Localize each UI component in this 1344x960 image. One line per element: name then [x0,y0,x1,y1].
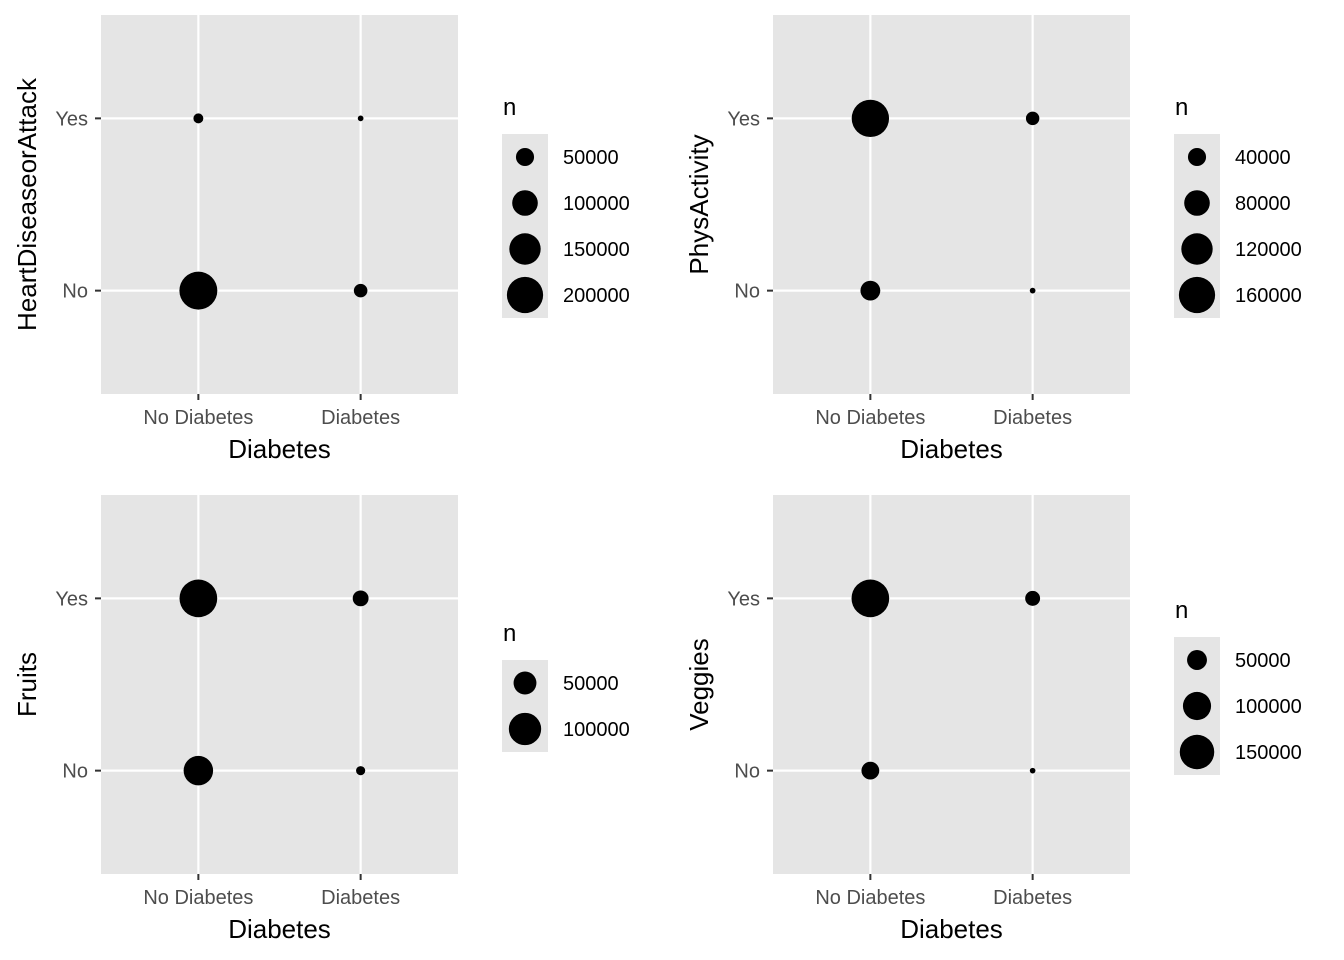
data-point [851,99,890,138]
y-axis-title: HeartDiseaseorAttack [12,77,42,331]
legend-key-point [1187,147,1207,167]
y-axis-title: Fruits [12,652,42,717]
y-tick-label: Yes [727,588,760,610]
plot-panel-background [101,495,458,874]
legend-label: 40000 [1235,147,1291,169]
y-tick-label: Yes [55,588,88,610]
data-point [851,579,890,618]
legend-label: 100000 [563,193,630,215]
x-tick-label: No Diabetes [815,407,925,429]
data-point [860,280,881,301]
chart-panel-4: No Diabetes Diabetes No Yes Diabetes Veggies n… [684,495,1302,944]
y-tick-label: No [734,761,760,783]
data-point [352,590,369,607]
x-tick-label: Diabetes [993,407,1072,429]
data-point [1025,111,1040,126]
legend-key-point [1182,691,1212,721]
size-legend: n 50000 100000 150000 [1174,597,1302,775]
plot-panel-background [773,495,1130,874]
plot-panel-background [773,15,1130,394]
legend-label: 150000 [563,239,630,261]
x-tick-label: Diabetes [321,887,400,909]
chart-panel-3: No Diabetes Diabetes No Yes Diabetes Fruits n 5… [12,495,630,944]
y-tick-label: Yes [727,108,760,130]
y-tick-label: No [62,761,88,783]
plot-panel-background [101,15,458,394]
legend-title: n [1175,597,1188,624]
chart-panel-2: No Diabetes Diabetes No Yes Diabetes PhysActi… [684,15,1302,464]
data-point [357,115,364,122]
data-point [861,761,880,780]
data-point [183,755,214,786]
legend-label: 100000 [563,719,630,741]
data-point [353,283,368,298]
legend-key-point [1178,276,1216,314]
legend-key-point [1187,650,1207,670]
data-point [1029,767,1036,774]
data-point [1025,590,1041,606]
size-legend: n 40000 80000 120000 160000 [1174,94,1302,318]
x-tick-label: No Diabetes [143,407,253,429]
legend-label: 120000 [1235,239,1302,261]
data-point [179,271,218,310]
legend-key-point [513,671,537,695]
data-point [1029,287,1036,294]
legend-key-point [508,712,542,746]
x-tick-label: Diabetes [321,407,400,429]
legend-label: 160000 [1235,285,1302,307]
legend-key-point [1181,233,1213,265]
legend-key-point [1184,190,1210,216]
y-tick-label: Yes [55,108,88,130]
x-axis-title: Diabetes [900,434,1003,464]
legend-label: 50000 [563,673,619,695]
legend-key-point [509,233,541,265]
data-point [179,579,218,618]
legend-label: 200000 [563,285,630,307]
legend-label: 100000 [1235,696,1302,718]
y-axis-title: Veggies [684,638,714,731]
x-tick-label: No Diabetes [143,887,253,909]
size-legend: n 50000 100000 [502,620,630,752]
y-tick-label: No [734,281,760,303]
x-tick-label: Diabetes [993,887,1072,909]
legend-label: 50000 [563,147,619,169]
legend-title: n [1175,94,1188,121]
legend-key-point [506,276,544,314]
legend-label: 150000 [1235,742,1302,764]
legend-key-point [1179,734,1215,770]
chart-panel-1: No Diabetes Diabetes No Yes Diabetes HeartDis… [12,15,630,464]
data-point [193,113,204,124]
y-axis-title: PhysActivity [684,134,714,274]
legend-key-point [515,147,535,167]
legend-label: 80000 [1235,193,1291,215]
legend-title: n [503,94,516,121]
legend-label: 50000 [1235,650,1291,672]
x-tick-label: No Diabetes [815,887,925,909]
x-axis-title: Diabetes [228,434,331,464]
y-tick-label: No [62,281,88,303]
legend-title: n [503,620,516,647]
x-axis-title: Diabetes [900,914,1003,944]
x-axis-title: Diabetes [228,914,331,944]
size-legend: n 50000 100000 150000 200000 [502,94,630,318]
legend-key-point [512,190,538,216]
data-point [356,766,366,776]
